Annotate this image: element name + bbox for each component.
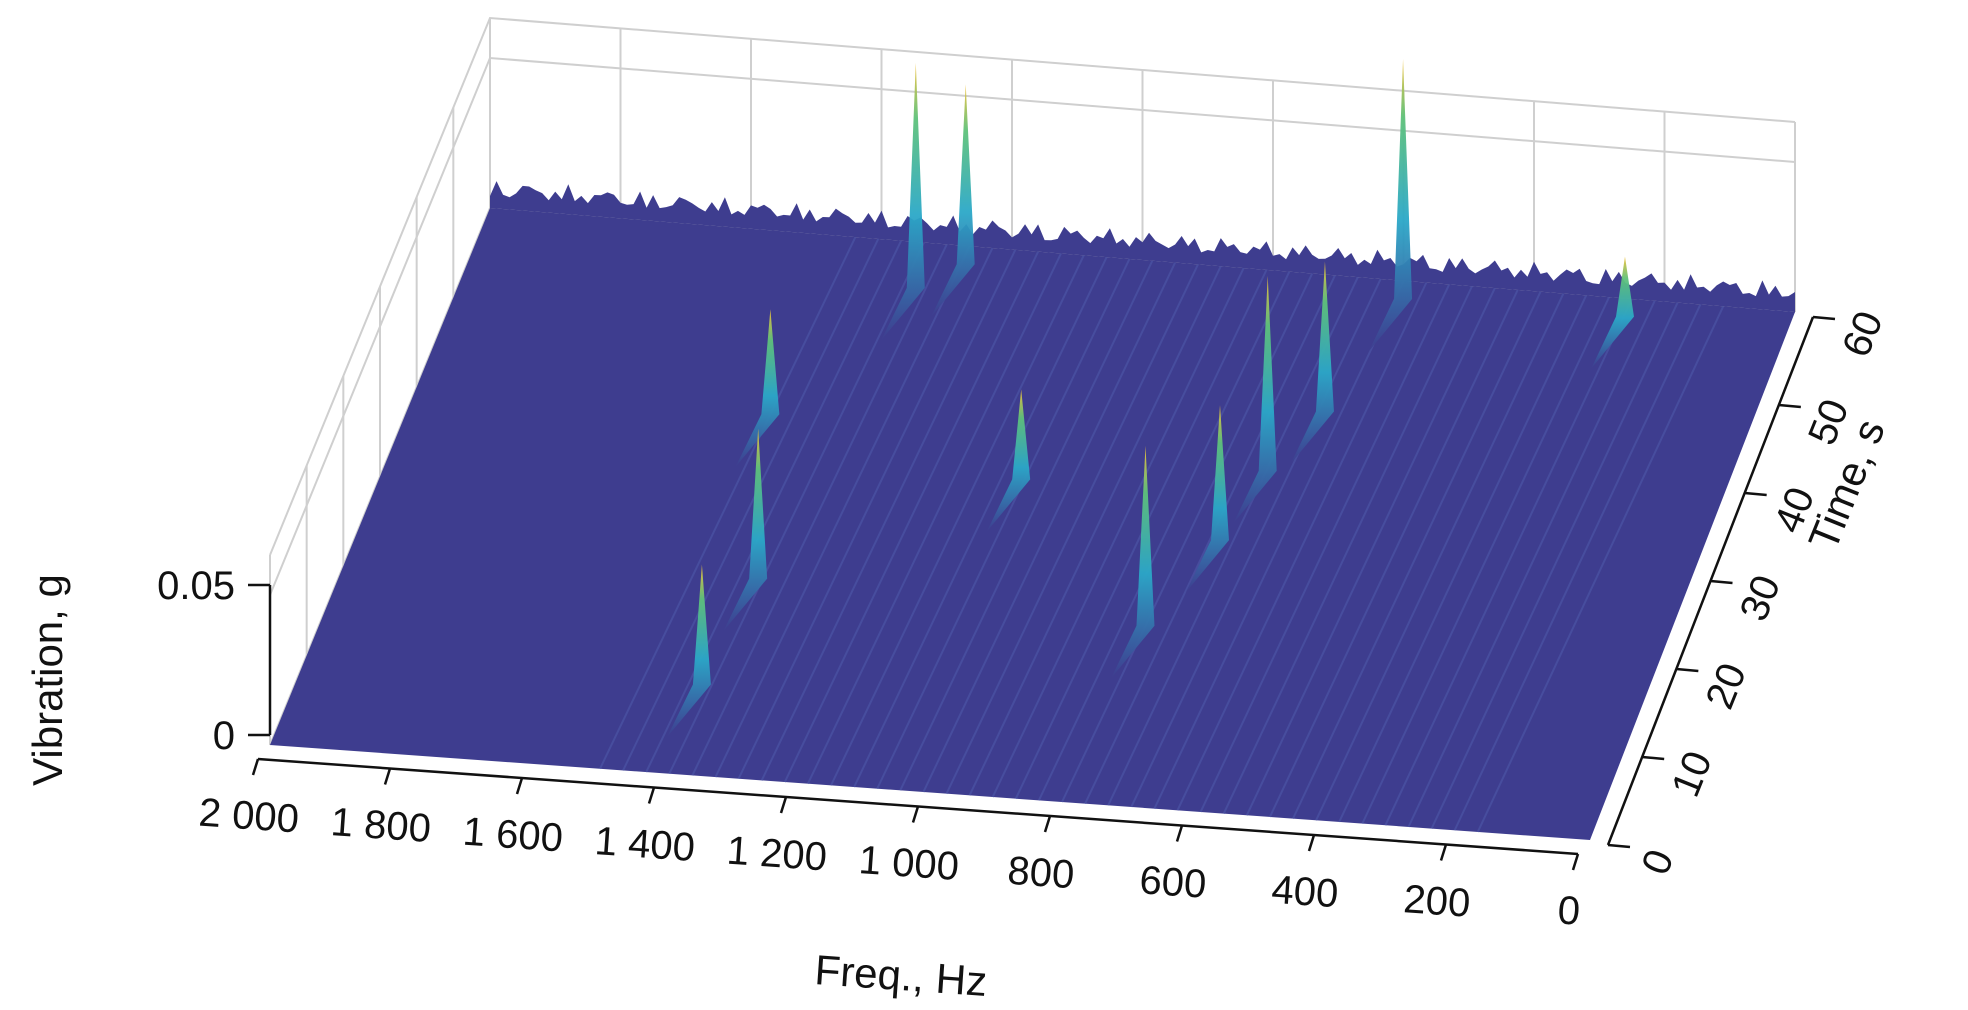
surface-streak: [968, 265, 1222, 796]
surface-streak: [783, 251, 1040, 783]
y-tick: [1744, 491, 1767, 497]
y-tick: [1676, 667, 1699, 673]
grid-line: [269, 16, 1796, 556]
surface-streak: [599, 236, 857, 770]
surface-streak: [1292, 291, 1542, 820]
surface-back-edge: [490, 181, 1795, 312]
axes: [248, 315, 1836, 871]
x-tick-label: 0: [1556, 888, 1581, 933]
surface-streak: [1037, 271, 1291, 801]
surface-peak: [931, 84, 975, 317]
surface-peak: [735, 309, 780, 467]
surface-streak: [1176, 282, 1428, 811]
z-axis-title: Vibration, g: [24, 574, 71, 786]
surface-streak: [945, 263, 1199, 795]
x-tick-label: 1 800: [329, 800, 432, 851]
x-tick-label: 2 000: [197, 791, 300, 842]
surface-streak: [668, 242, 925, 775]
surface-streak: [1338, 294, 1588, 823]
y-tick-label: 0: [1633, 844, 1682, 881]
y-tick: [1607, 843, 1631, 849]
x-tick: [1439, 844, 1448, 861]
x-tick: [1043, 815, 1052, 833]
surface-streak: [1453, 304, 1702, 831]
surface-peak: [1369, 59, 1413, 352]
surface-streak: [899, 260, 1154, 791]
surface-streak: [645, 240, 902, 773]
surface-streak: [1130, 278, 1382, 808]
surface-streak: [1222, 285, 1473, 815]
surface-streak: [1315, 293, 1565, 821]
surface-streak: [830, 254, 1085, 786]
surface-streak: [991, 267, 1245, 798]
surface-peak: [1233, 275, 1277, 523]
y-tick-label: 30: [1732, 569, 1789, 627]
y-tick-label: 10: [1663, 745, 1720, 803]
x-tick-labels: 2 000 1 800 1 600 1 400 1 200 1 000 800 600 400 2…: [197, 791, 1581, 934]
z-tick-label: 0: [213, 714, 235, 758]
surface-peak: [1591, 256, 1634, 369]
x-tick: [1307, 834, 1316, 852]
surface-peak: [1111, 445, 1155, 678]
x-tick-label: 1 200: [725, 829, 828, 880]
z-tick-labels: 00.05: [157, 564, 235, 758]
surface-streak: [1407, 300, 1656, 828]
y-tick-label: 20: [1698, 657, 1755, 715]
y-tick: [1778, 403, 1801, 409]
z-tick-label: 0.05: [157, 564, 235, 608]
x-tick: [383, 768, 392, 785]
x-tick: [1175, 825, 1184, 842]
x-tick: [911, 806, 920, 823]
x-tick-label: 400: [1270, 868, 1340, 917]
surface-peak: [881, 62, 925, 341]
surface-peak: [667, 564, 711, 737]
surface-streak: [691, 243, 948, 776]
x-axis-title: Freq., Hz: [813, 946, 989, 1005]
surface-peak: [723, 428, 768, 632]
surface-streak: [1476, 305, 1725, 833]
x-tick-label: 1 400: [593, 819, 696, 870]
x-tick: [1571, 853, 1580, 871]
surface-streak: [1268, 289, 1519, 818]
surface-peak: [1185, 405, 1229, 593]
surface-streak: [1361, 296, 1610, 825]
surface-streak: [760, 249, 1017, 781]
x-tick-label: 1 600: [461, 810, 564, 861]
surface-streak: [876, 258, 1131, 790]
surface-streak: [1084, 274, 1336, 805]
surface-peak: [1290, 261, 1334, 464]
x-tick-label: 800: [1006, 849, 1076, 898]
y-tick: [1710, 579, 1733, 585]
surface-streak: [622, 238, 880, 771]
x-tick: [647, 787, 656, 804]
x-tick-label: 600: [1138, 858, 1208, 907]
y-tick: [1642, 755, 1665, 761]
surface-streak: [806, 253, 1062, 785]
x-tick-label: 1 000: [857, 838, 960, 889]
grid-line: [269, 56, 1796, 596]
vibration-surface: [270, 59, 1795, 840]
surface-streak: [1384, 298, 1633, 826]
surface-streak: [1153, 280, 1405, 810]
surface-streak: [714, 245, 971, 778]
y-tick-label: 60: [1834, 305, 1891, 363]
surface-streak: [1107, 276, 1359, 806]
surface-streak: [922, 262, 1177, 793]
surface-streak: [737, 247, 994, 780]
surface-floor: [270, 208, 1795, 840]
x-tick: [779, 796, 788, 814]
surface-streak: [1430, 302, 1679, 830]
y-tick: [1812, 315, 1836, 321]
surface-streak: [1245, 287, 1496, 816]
x-tick-label: 200: [1402, 877, 1472, 926]
surface-streak: [1199, 284, 1451, 813]
surface-peak: [986, 389, 1031, 532]
x-tick: [515, 777, 524, 795]
x-tick: [251, 758, 260, 776]
surface-streak: [853, 256, 1108, 788]
